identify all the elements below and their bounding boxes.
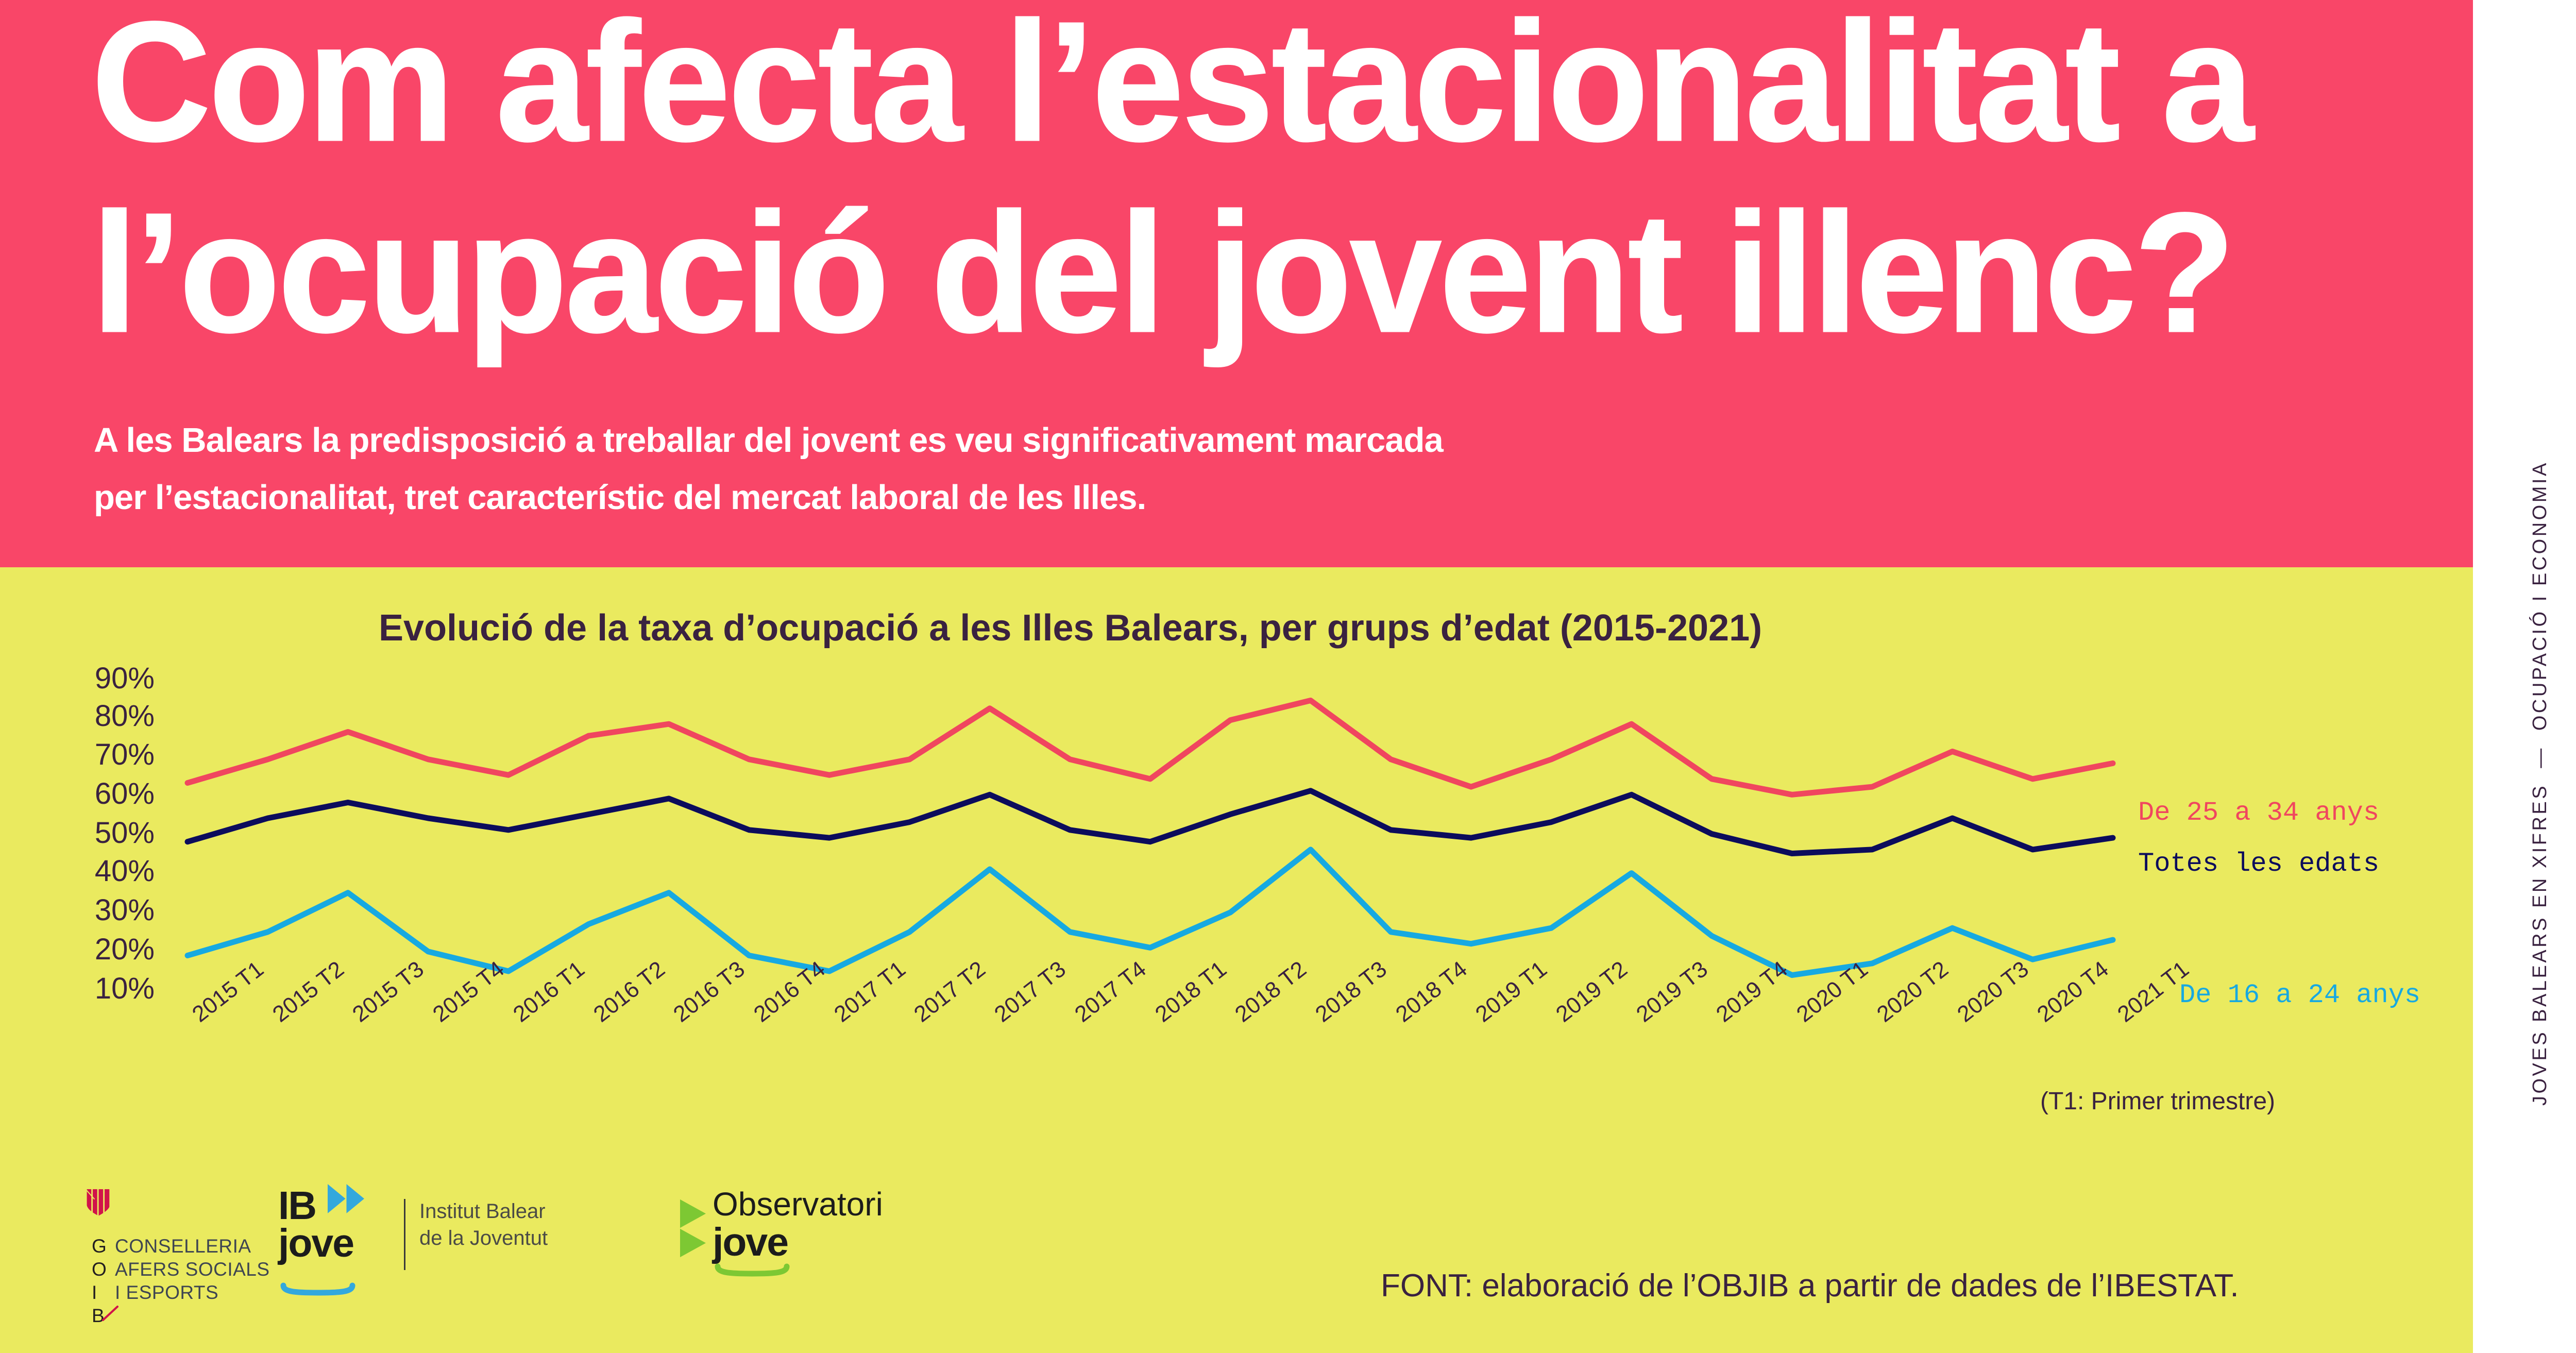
svg-text:30%: 30% bbox=[95, 893, 155, 927]
svg-text:De 25 a 34 anys: De 25 a 34 anys bbox=[2138, 798, 2379, 828]
svg-text:60%: 60% bbox=[95, 777, 155, 810]
svg-text:10%: 10% bbox=[95, 972, 155, 1005]
svg-text:50%: 50% bbox=[95, 816, 155, 850]
svg-text:70%: 70% bbox=[95, 738, 155, 771]
svg-text:20%: 20% bbox=[95, 933, 155, 966]
svg-text:Totes les edats: Totes les edats bbox=[2138, 849, 2379, 879]
svg-text:90%: 90% bbox=[95, 662, 155, 695]
svg-text:80%: 80% bbox=[95, 699, 155, 733]
svg-text:De 16 a 24 anys: De 16 a 24 anys bbox=[2179, 980, 2420, 1010]
svg-text:40%: 40% bbox=[95, 854, 155, 888]
